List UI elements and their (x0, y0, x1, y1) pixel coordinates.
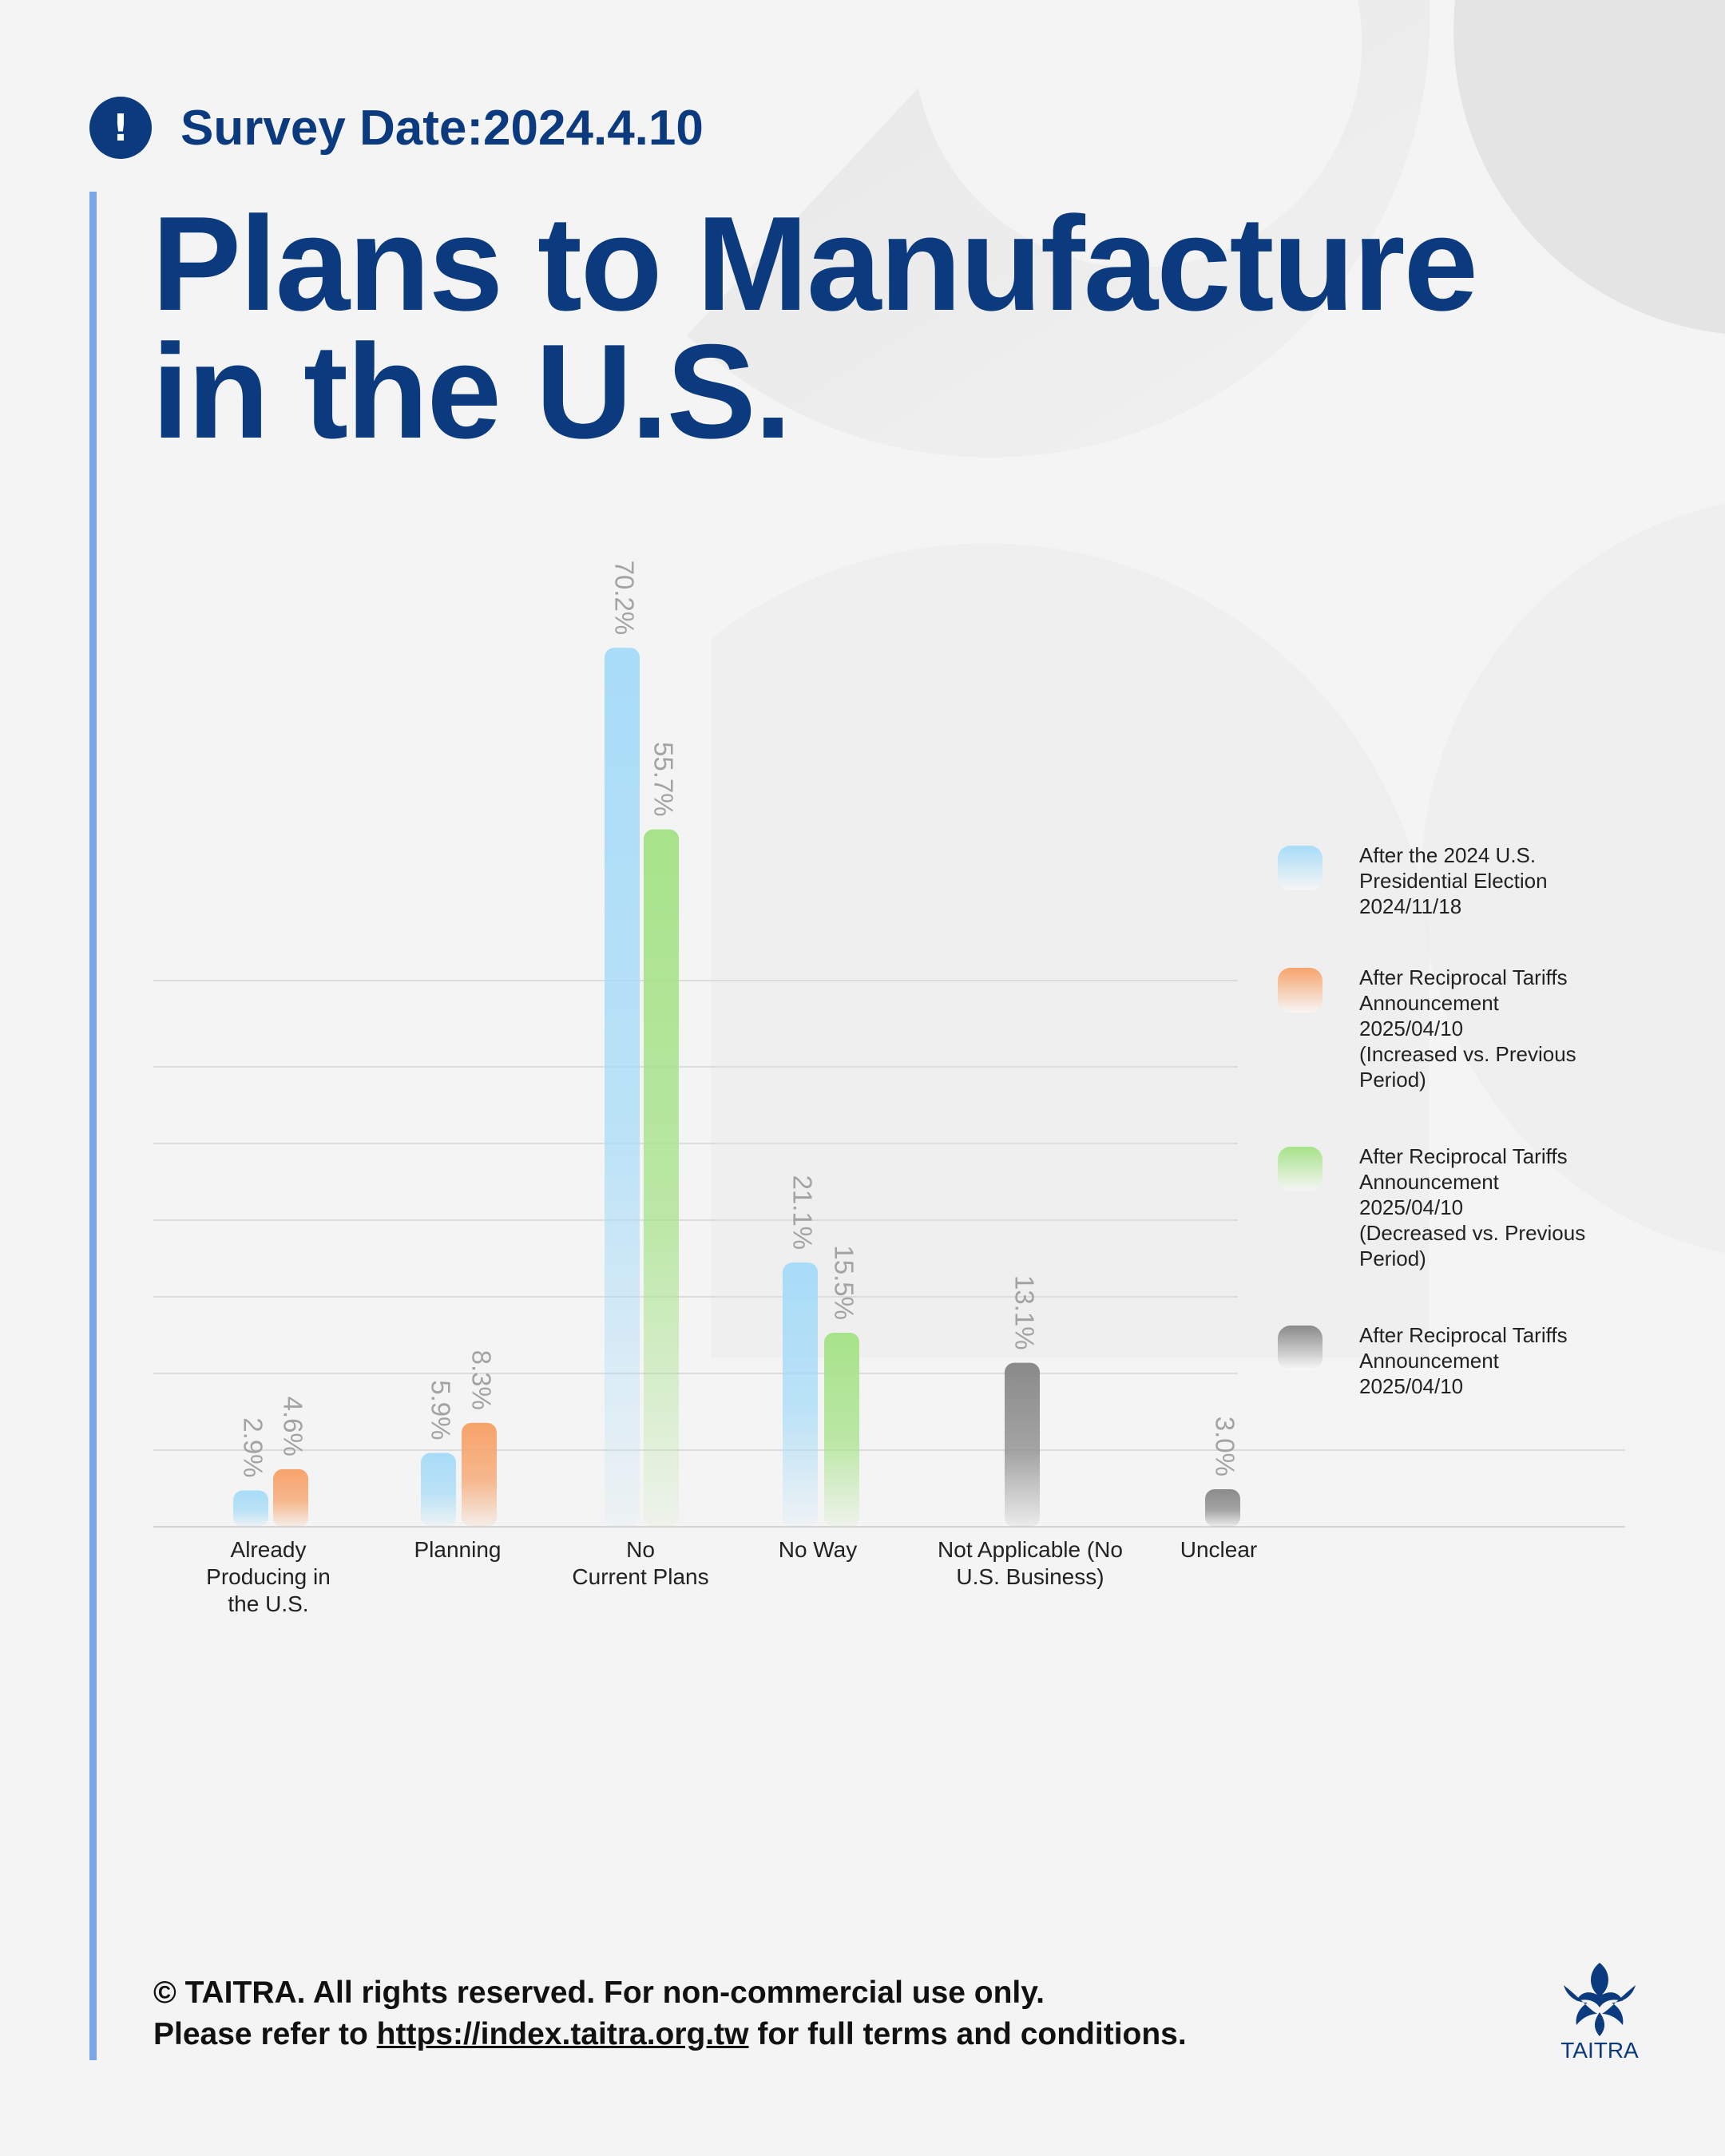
alert-icon: ! (89, 97, 152, 159)
bar-value-label: 3.0% (1210, 1417, 1239, 1476)
taitra-logo-icon (1564, 1963, 1636, 2036)
copyright-line: © TAITRA. All rights reserved. For non-c… (153, 1976, 1045, 2010)
legend-swatch (1278, 968, 1322, 1013)
accent-bar (89, 192, 97, 2060)
page-title: Plans to Manufacture in the U.S. (152, 196, 1509, 458)
x-tick-label: Already Producing in the U.S. (206, 1537, 331, 1616)
bar-chart: 2.9% 4.6% 5.9% 8.3% 70.2% 55.7% 21.1% 15.5% 13.1… (153, 561, 1625, 1616)
legend-swatch (1278, 1147, 1322, 1191)
x-tick-label: No Way (779, 1537, 858, 1562)
taitra-logo: TAITRA (1556, 1958, 1644, 2070)
legend-label: After the 2024 U.S. Presidential Electio… (1359, 843, 1548, 918)
bar-value-label: 13.1% (1009, 1275, 1039, 1350)
bar-value-label: 15.5% (829, 1245, 859, 1320)
bar (462, 1422, 497, 1527)
legend-swatch (1278, 846, 1322, 890)
survey-date-row: ! Survey Date:2024.4.10 (89, 96, 704, 160)
x-tick-label: Unclear (1180, 1537, 1257, 1562)
bar (273, 1468, 308, 1527)
bar (824, 1332, 859, 1527)
bar-value-label: 21.1% (787, 1175, 817, 1250)
bar (233, 1490, 268, 1527)
title-line-2: in the U.S. (152, 316, 791, 466)
copyright-footer: © TAITRA. All rights reserved. For non-c… (153, 1972, 1187, 2055)
bar (1005, 1362, 1040, 1527)
bar-value-label: 5.9% (426, 1380, 455, 1440)
taitra-logo-text: TAITRA (1560, 2038, 1639, 2063)
legend-label: After Reciprocal Tariffs Announcement 20… (1359, 965, 1576, 1092)
legend-label: After Reciprocal Tariffs Announcement 20… (1359, 1144, 1586, 1270)
x-tick-label: Not Applicable (No U.S. Business) (938, 1537, 1123, 1589)
bar-value-label: 4.6% (278, 1397, 307, 1456)
terms-suffix: for full terms and conditions. (748, 2017, 1187, 2051)
terms-prefix: Please refer to (153, 2017, 377, 2051)
terms-link[interactable]: https://index.taitra.org.tw (376, 2017, 749, 2051)
bar (783, 1262, 818, 1527)
bar (605, 648, 640, 1528)
bar-value-label: 8.3% (466, 1350, 496, 1410)
bar (644, 829, 679, 1527)
bar (421, 1453, 456, 1527)
bar-value-label: 2.9% (238, 1417, 268, 1477)
survey-date: Survey Date:2024.4.10 (180, 100, 704, 156)
legend-swatch (1278, 1326, 1322, 1370)
bar (1205, 1488, 1240, 1527)
bar-value-label: 55.7% (648, 742, 678, 817)
bar-value-label: 70.2% (609, 561, 639, 636)
legend-label: After Reciprocal Tariffs Announcement 20… (1359, 1323, 1568, 1398)
x-tick-label: No Current Plans (572, 1537, 708, 1589)
title-line-1: Plans to Manufacture (152, 188, 1478, 339)
x-tick-label: Planning (414, 1537, 502, 1562)
